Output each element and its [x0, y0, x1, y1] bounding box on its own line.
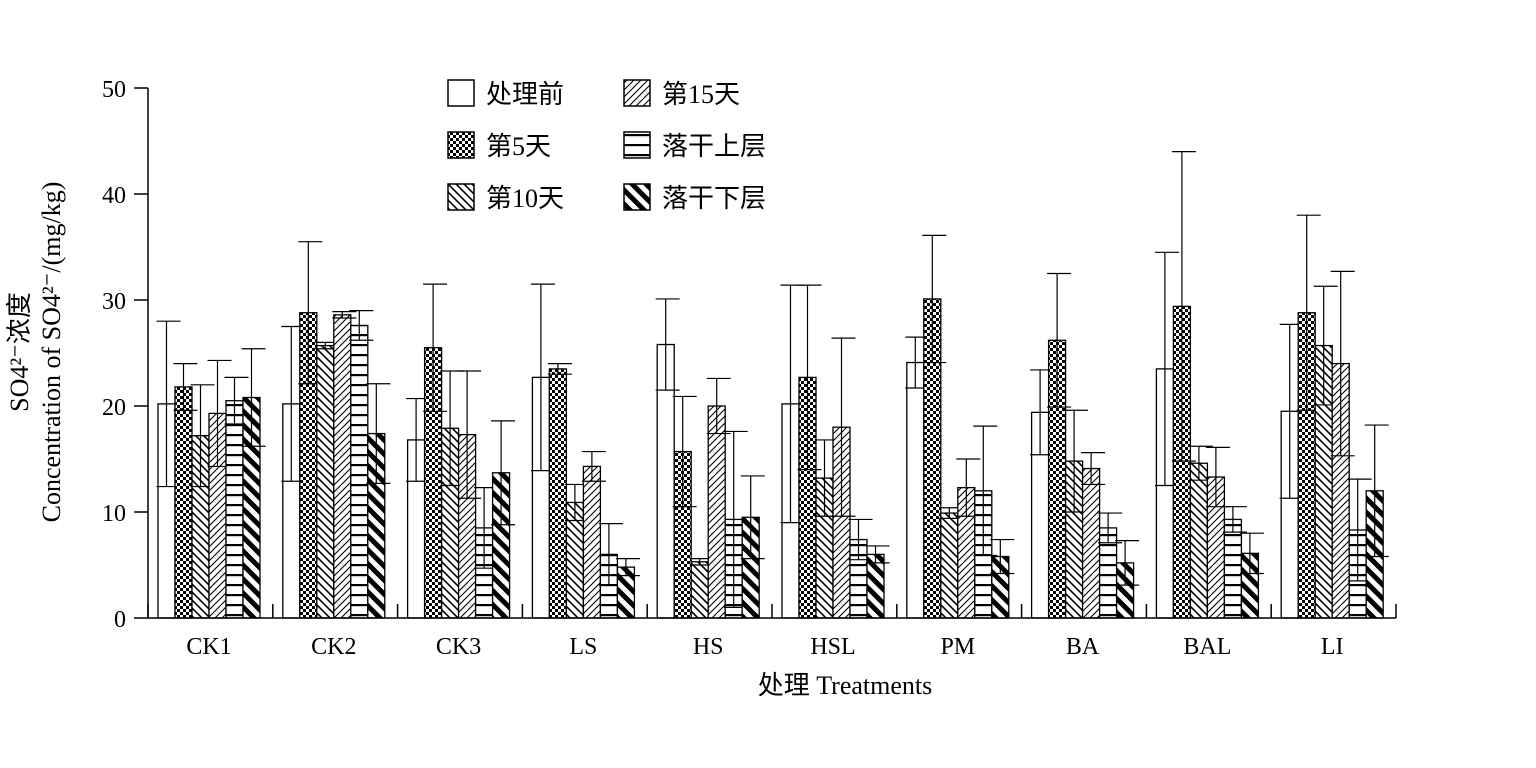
error-bar-CK2-series-3: [332, 311, 357, 319]
bar-BAL-series-2: [1189, 462, 1209, 619]
error-bar-CK3-series-5: [491, 420, 516, 526]
error-bar-HSL-series-3: [831, 337, 856, 517]
bar-HSL-series-5: [866, 553, 885, 619]
plot-area: 0 10 20 30 40 50 CK1 CK2 CK3 LS HS HSL PM BA BAL LI: [102, 77, 1397, 660]
bar-CK2-series-4: [350, 324, 369, 619]
bar-HS-series-2: [690, 561, 709, 619]
legend-label-2: 第10天: [486, 184, 564, 213]
error-bar-BA-series-5: [1115, 540, 1140, 586]
bar-CK1-series-1: [174, 386, 193, 619]
bar-PM-series-2: [940, 512, 959, 619]
error-bar-CK3-series-3: [457, 370, 482, 499]
error-bar-CK2-series-5: [366, 383, 391, 484]
y-tick-label-40: 40: [102, 183, 126, 209]
bar-CK2-series-3: [333, 314, 352, 619]
legend-label-0: 处理前: [486, 80, 564, 109]
error-bar-HS-series-3: [706, 377, 731, 435]
legend-swatch-2: [447, 183, 475, 211]
error-bar-HSL-series-5: [865, 545, 890, 564]
error-bar-BAL-series-4: [1222, 506, 1247, 533]
error-bar-PM-series-4: [973, 425, 998, 557]
legend-swatch-4: [623, 131, 651, 159]
legend-label-3: 第15天: [662, 80, 740, 109]
bar-CK2-series-2: [316, 344, 335, 619]
error-bar-BA-series-3: [1081, 452, 1106, 486]
y-axis-title-line2: Concentration of SO4²⁻/(mg/kg): [37, 182, 66, 523]
y-axis-title-line1: SO4²⁻浓度: [5, 292, 34, 412]
error-bar-BA-series-4: [1098, 512, 1123, 544]
x-tick-label-HSL: HSL: [810, 634, 855, 660]
error-bar-LI-series-5: [1364, 424, 1389, 558]
x-tick-label-HS: HS: [693, 634, 724, 660]
error-bar-BAL-series-1: [1171, 151, 1196, 462]
bar-LS-series-1: [548, 368, 568, 619]
bar-CK1-series-4: [225, 400, 244, 619]
legend-swatch-5: [623, 183, 651, 211]
y-tick-label-50: 50: [102, 77, 126, 103]
legend-swatch-1: [447, 131, 475, 159]
legend-label-5: 落干下层: [662, 184, 766, 213]
x-tick-label-BAL: BAL: [1183, 634, 1231, 660]
error-bar-CK1-series-5: [241, 348, 266, 447]
x-tick-label-CK1: CK1: [186, 634, 231, 660]
error-bar-BAL-series-5: [1239, 532, 1264, 575]
y-tick-label-0: 0: [114, 607, 126, 633]
error-bar-PM-series-1: [922, 234, 947, 364]
error-bar-CK3-series-1: [423, 283, 448, 412]
error-bar-PM-series-5: [990, 538, 1015, 575]
x-tick-label-PM: PM: [940, 634, 975, 660]
error-bar-HS-series-1: [672, 395, 697, 508]
error-bar-HS-series-5: [740, 475, 765, 560]
legend-label-1: 第5天: [486, 132, 551, 161]
error-bar-LS-series-5: [615, 558, 640, 577]
x-tick-label-LS: LS: [569, 634, 597, 660]
x-axis-title: 处理 Treatments: [758, 671, 933, 700]
legend-swatch-3: [623, 79, 651, 107]
error-bar-CK1-series-1: [173, 363, 198, 411]
error-bar-BA-series-1: [1047, 272, 1072, 408]
bar-HS-series-3: [707, 405, 726, 619]
error-bar-LI-series-3: [1330, 270, 1355, 457]
legend-swatch-0: [447, 79, 475, 107]
bar-BAL-series-4: [1223, 518, 1243, 619]
error-bar-HS-series-0: [655, 298, 680, 391]
bar-PM-series-0: [906, 361, 925, 619]
y-tick-label-20: 20: [102, 395, 126, 421]
error-bar-CK2-series-4: [349, 310, 374, 341]
error-bar-LS-series-1: [547, 363, 572, 375]
bar-LS-series-3: [582, 465, 602, 619]
y-tick-label-30: 30: [102, 289, 126, 315]
error-bar-LS-series-3: [581, 450, 606, 482]
bar-BA-series-3: [1081, 467, 1101, 619]
legend-label-4: 落干上层: [662, 132, 766, 161]
x-tick-label-CK2: CK2: [311, 634, 356, 660]
x-tick-label-LI: LI: [1321, 634, 1344, 660]
x-tick-label-BA: BA: [1066, 634, 1100, 660]
y-tick-label-10: 10: [102, 501, 126, 527]
x-tick-label-CK3: CK3: [436, 634, 481, 660]
error-bar-HSL-series-1: [797, 284, 822, 471]
